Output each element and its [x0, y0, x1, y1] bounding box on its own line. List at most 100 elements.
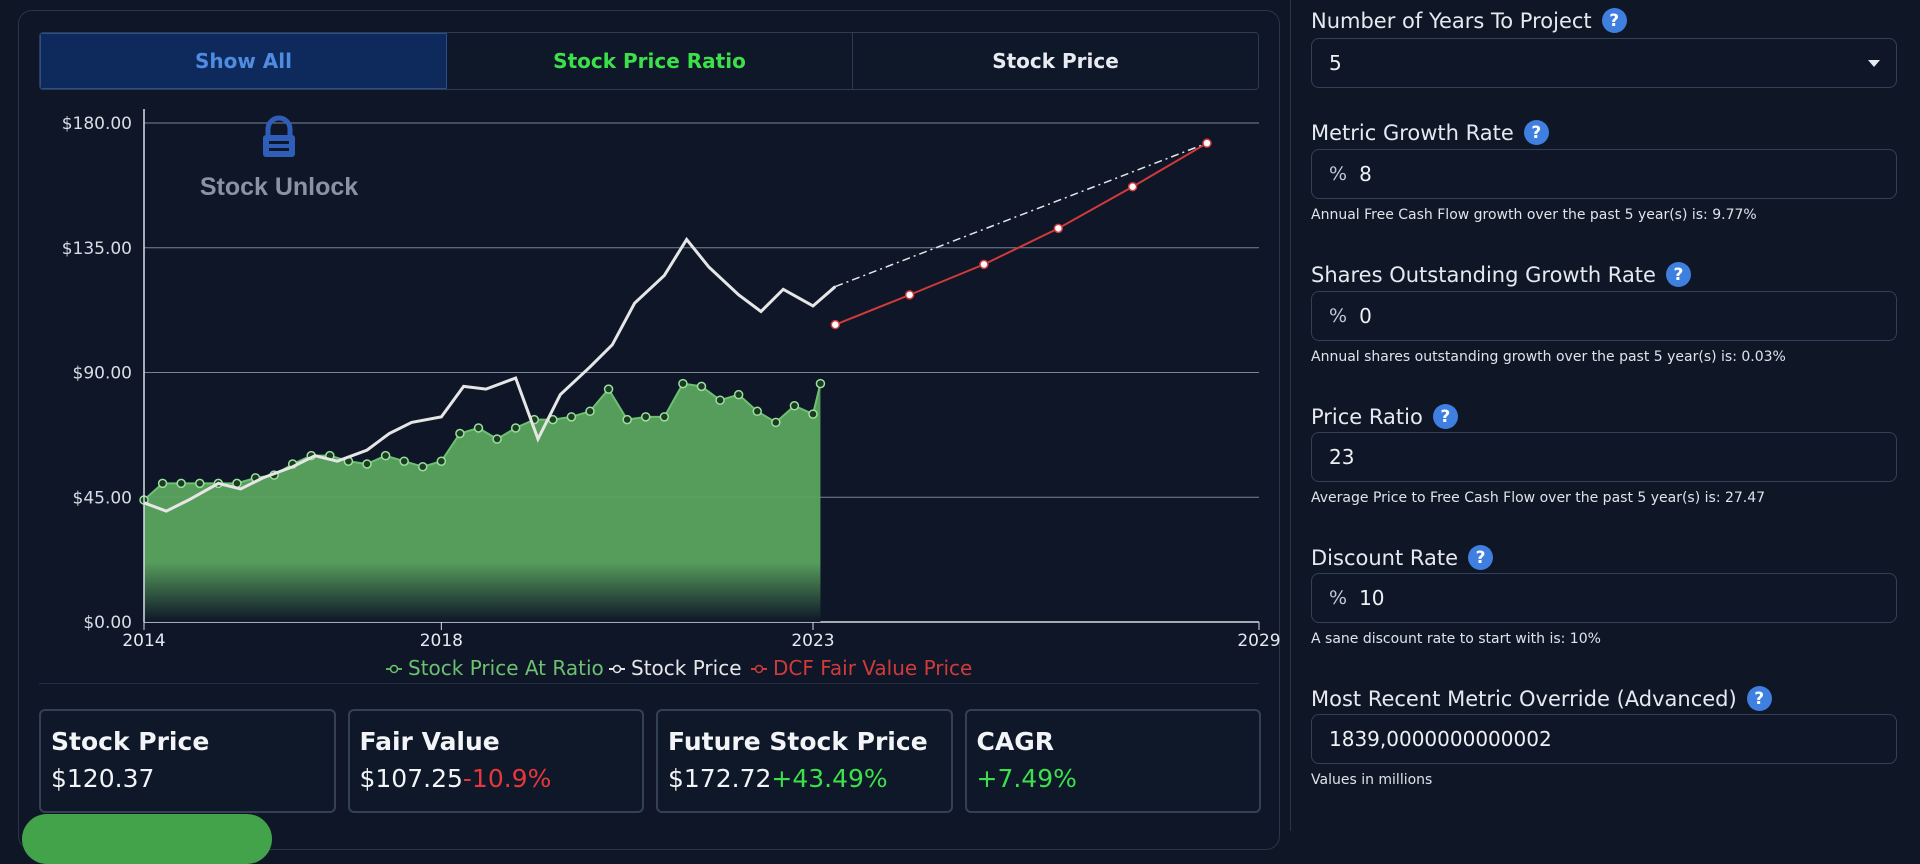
card-title: Fair Value	[359, 727, 500, 756]
ratio-point	[380, 450, 391, 461]
x-tick-label: 2014	[122, 631, 165, 651]
dcf-point	[1127, 182, 1138, 192]
ratio-point	[362, 459, 372, 469]
metric-growth-hint: Annual Free Cash Flow growth over the pa…	[1311, 207, 1757, 223]
ratio-point	[659, 412, 670, 422]
chevron-down-icon	[1868, 60, 1880, 67]
price-ratio-hint: Average Price to Free Cash Flow over the…	[1311, 490, 1766, 506]
summary-cards: Stock Price $120.37 Fair Value $107.25-1…	[39, 709, 1261, 813]
tab-stock-price-ratio[interactable]: Stock Price Ratio	[447, 33, 853, 89]
legend-marker	[612, 664, 622, 674]
card-title: CAGR	[976, 727, 1054, 756]
legend-marker	[754, 664, 764, 674]
metric-growth-label: Metric Growth Rate?	[1311, 120, 1549, 145]
shares-growth-hint: Annual shares outstanding growth over th…	[1311, 349, 1786, 365]
help-icon[interactable]: ?	[1468, 545, 1494, 570]
ratio-point	[815, 378, 826, 389]
years-label: Number of Years To Project?	[1311, 8, 1627, 33]
legend-label: Stock Price At Ratio	[408, 656, 604, 680]
delta-negative: -10.9%	[462, 764, 552, 793]
y-tick-label: $135.00	[62, 239, 132, 259]
ratio-point	[696, 381, 707, 392]
ratio-point	[473, 423, 484, 433]
shares-growth-label: Shares Outstanding Growth Rate?	[1311, 262, 1691, 287]
ratio-point	[733, 389, 744, 400]
help-icon[interactable]: ?	[1432, 404, 1458, 429]
legend-marker	[389, 664, 399, 674]
ratio-area	[144, 383, 821, 622]
years-select[interactable]: 5	[1311, 38, 1897, 88]
ratio-point	[808, 409, 818, 419]
dcf-point	[904, 290, 915, 300]
x-tick-label: 2029	[1237, 631, 1280, 651]
dcf-point	[1053, 223, 1064, 234]
metric-override-input[interactable]: 1839,0000000000002	[1311, 714, 1897, 764]
ratio-point	[195, 478, 205, 489]
ratio-point	[418, 462, 428, 472]
card-cagr: CAGR +7.49%	[964, 709, 1261, 813]
ratio-point	[176, 478, 186, 489]
y-tick-label: $90.00	[73, 364, 132, 384]
legend-item: Stock Price At Ratio	[386, 656, 604, 680]
discount-rate-hint: A sane discount rate to start with is: 1…	[1311, 631, 1601, 647]
y-tick-label: $45.00	[73, 488, 132, 508]
ratio-point	[436, 456, 447, 466]
ratio-point	[603, 384, 614, 394]
x-tick-label: 2018	[420, 631, 463, 651]
card-value: +7.49%	[977, 764, 1250, 793]
dcf-point	[1202, 138, 1212, 148]
ratio-point	[157, 478, 168, 489]
ratio-point	[399, 456, 409, 466]
shares-growth-input[interactable]: % 0	[1311, 291, 1897, 341]
help-icon[interactable]: ?	[1746, 686, 1772, 711]
ratio-point	[622, 414, 632, 425]
card-fair-value: Fair Value $107.25-10.9%	[347, 709, 644, 813]
y-tick-label: $180.00	[62, 114, 132, 134]
metric-growth-input[interactable]: % 8	[1311, 149, 1897, 199]
metric-override-hint: Values in millions	[1311, 772, 1433, 788]
settings-panel: Number of Years To Project? 5 Metric Gro…	[1290, 0, 1920, 831]
ratio-point	[585, 406, 595, 417]
discount-rate-label: Discount Rate?	[1311, 545, 1494, 570]
delta-positive: +7.49%	[976, 764, 1077, 793]
ratio-point	[715, 395, 725, 405]
ratio-point	[752, 406, 762, 417]
ratio-point	[789, 401, 800, 411]
price-ratio-input[interactable]: 23	[1311, 432, 1897, 482]
projection-dashed-line	[835, 142, 1208, 288]
help-icon[interactable]: ?	[1601, 8, 1627, 33]
help-icon[interactable]: ?	[1523, 120, 1549, 145]
chart-legend: Stock Price At Ratio Stock Price DCF Fair …	[386, 656, 972, 680]
legend-item: DCF Fair Value Price	[751, 656, 972, 680]
watermark-text: Stock Unlock	[200, 173, 358, 201]
dcf-point	[979, 259, 989, 270]
percent-prefix: %	[1329, 305, 1348, 327]
chart-tabs: Show All Stock Price Ratio Stock Price	[39, 32, 1259, 90]
legend-label: DCF Fair Value Price	[773, 656, 972, 680]
card-title: Future Stock Price	[668, 727, 928, 756]
help-icon[interactable]: ?	[1665, 262, 1691, 287]
ratio-point	[566, 412, 577, 422]
tab-stock-price[interactable]: Stock Price	[853, 33, 1258, 89]
percent-prefix: %	[1329, 587, 1348, 609]
metric-override-label: Most Recent Metric Override (Advanced)?	[1311, 686, 1772, 711]
ratio-point	[455, 428, 465, 439]
legend-item: Stock Price	[609, 656, 742, 680]
ratio-point	[641, 412, 651, 422]
card-title: Stock Price	[51, 727, 210, 756]
ratio-point	[492, 434, 502, 444]
tab-show-all[interactable]: Show All	[40, 33, 447, 89]
price-ratio-label: Price Ratio?	[1311, 404, 1458, 429]
ratio-point	[771, 417, 781, 428]
ratio-point	[510, 423, 521, 433]
stock-unlock-logo: Stock Unlock	[200, 115, 358, 201]
card-future-stock-price: Future Stock Price $172.72+43.49%	[656, 709, 953, 813]
x-tick-label: 2023	[791, 631, 834, 651]
legend-label: Stock Price	[631, 656, 742, 680]
dcf-point	[830, 319, 841, 330]
valuation-panel: Show All Stock Price Ratio Stock Price $…	[18, 10, 1281, 850]
price-chart: $0.00 $45.00 $90.00 $135.00 $180.00 2014 2018 2…	[62, 109, 1281, 680]
discount-rate-input[interactable]: % 10	[1311, 573, 1897, 623]
primary-action-button[interactable]	[22, 814, 272, 864]
delta-positive: +43.49%	[771, 764, 888, 793]
